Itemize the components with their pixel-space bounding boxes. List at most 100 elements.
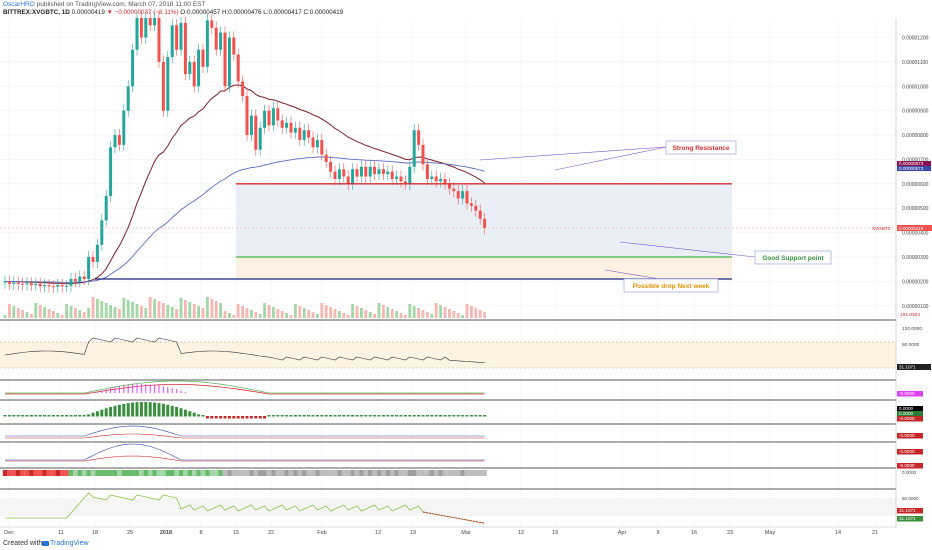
volume-bar <box>214 301 218 318</box>
histogram-bar <box>267 415 271 417</box>
candle-body <box>241 81 245 97</box>
histogram-bar <box>307 415 311 417</box>
signal-strip-cell <box>315 470 320 476</box>
volume-bar <box>65 304 68 318</box>
support-drop-zone <box>236 257 732 279</box>
volume-bar <box>254 312 258 318</box>
rsi-band <box>0 342 896 368</box>
candle-body <box>351 169 355 184</box>
volume-bar <box>96 299 99 318</box>
signal-strip-cell <box>73 470 78 476</box>
volume-bar <box>188 302 192 318</box>
candle-body <box>461 191 465 199</box>
signal-strip-cell <box>60 470 65 476</box>
candle-body <box>430 176 434 179</box>
candle-body <box>109 147 113 197</box>
bottom-osc-recent <box>422 511 485 524</box>
annotation-text: Good Support point <box>762 255 824 262</box>
candle-body <box>34 283 38 286</box>
histogram-bar <box>381 415 385 417</box>
histogram-bar <box>113 405 117 417</box>
x-tick-label: 12 <box>375 530 381 536</box>
volume-bar <box>157 301 161 318</box>
histogram-bar <box>333 415 337 417</box>
price-chart[interactable]: 191.0304 Strong Resistance Good Support p… <box>0 0 932 538</box>
annotation-pointer <box>604 269 661 280</box>
histogram-bar <box>219 416 223 419</box>
candle-body <box>307 130 311 138</box>
signal-strip-cell <box>354 470 360 476</box>
histogram-bar <box>249 416 253 419</box>
histogram-bar <box>236 416 240 419</box>
histogram-bar <box>298 415 302 417</box>
volume-bar <box>47 309 51 318</box>
candle-body <box>201 49 205 67</box>
y-tick-label: 0.00001200 <box>902 36 929 42</box>
price-axis: 0.00001200 0.00001100 0.00001000 0.00000900… <box>872 18 932 528</box>
histogram-bar <box>34 415 38 417</box>
histogram-bar <box>355 415 359 417</box>
indicator-value-tag <box>897 411 923 417</box>
signal-strip-cell <box>183 470 188 476</box>
signal-strip-cell <box>478 470 483 476</box>
volume-bar <box>390 309 394 318</box>
signal-strip-cell <box>130 470 135 476</box>
signal-strip-cell <box>64 470 69 476</box>
candle-body <box>417 130 421 145</box>
histogram-bar <box>223 416 227 419</box>
signal-strip-cell <box>460 470 465 476</box>
volume-bar <box>175 309 178 318</box>
x-tick-label: May <box>765 530 776 536</box>
candle-body <box>364 166 368 177</box>
x-tick-label: 9 <box>656 530 659 536</box>
candle-body <box>381 169 385 175</box>
histogram-bar <box>73 415 77 417</box>
moving-averages <box>4 84 485 285</box>
y-tick-label: 0.00000100 <box>902 304 929 310</box>
signal-strip-cell <box>214 470 219 476</box>
histogram-bar <box>417 415 421 417</box>
candle-body <box>73 278 77 282</box>
candle-body <box>249 115 253 136</box>
histogram-bar <box>395 415 399 417</box>
signal-strip-cell <box>420 470 426 476</box>
volume-bar <box>34 303 38 318</box>
volume-bar <box>197 306 200 318</box>
volume-bar <box>25 312 29 318</box>
x-tick-label: 2018 <box>160 530 172 536</box>
candle-body <box>192 61 196 87</box>
x-tick-label: 19 <box>410 530 416 536</box>
signal-strip-cell <box>51 470 56 476</box>
histogram-bar <box>122 403 126 417</box>
rsi-value: 31.1071 <box>899 365 916 370</box>
signal-strip-cell <box>104 470 109 476</box>
signal-strip-cell <box>156 470 162 476</box>
tradingview-link[interactable]: TradingView <box>50 540 89 547</box>
indicator-value-tag <box>897 416 923 422</box>
volume-bar <box>285 313 288 318</box>
indicator-value: 31.1071 <box>899 516 916 521</box>
volume-bar <box>461 315 464 318</box>
candle-body <box>447 183 451 189</box>
histogram-bar <box>183 409 187 417</box>
candle-body <box>100 220 104 245</box>
author-link[interactable]: OscarHRO <box>3 1 35 8</box>
signal-strip-cell <box>271 470 276 476</box>
histogram-bar <box>197 414 201 417</box>
volume-bar <box>87 308 90 318</box>
histogram-bar <box>109 407 113 417</box>
last-price-value: 0.00000419 <box>899 226 924 231</box>
candle-body <box>60 285 64 287</box>
oscillator-red-line <box>5 455 485 462</box>
candle-body <box>139 18 143 38</box>
histogram-bar <box>386 415 390 417</box>
signal-strip-cell <box>319 470 324 476</box>
histogram-bar <box>117 404 121 417</box>
histogram-bar <box>21 415 25 417</box>
volume-bar <box>228 313 231 318</box>
candle-body <box>276 108 280 121</box>
oscillator-red-line <box>5 433 485 439</box>
ema-long-line <box>4 156 485 283</box>
volume-bar <box>267 305 271 318</box>
rsi-tick: 80.0000 <box>902 342 920 348</box>
